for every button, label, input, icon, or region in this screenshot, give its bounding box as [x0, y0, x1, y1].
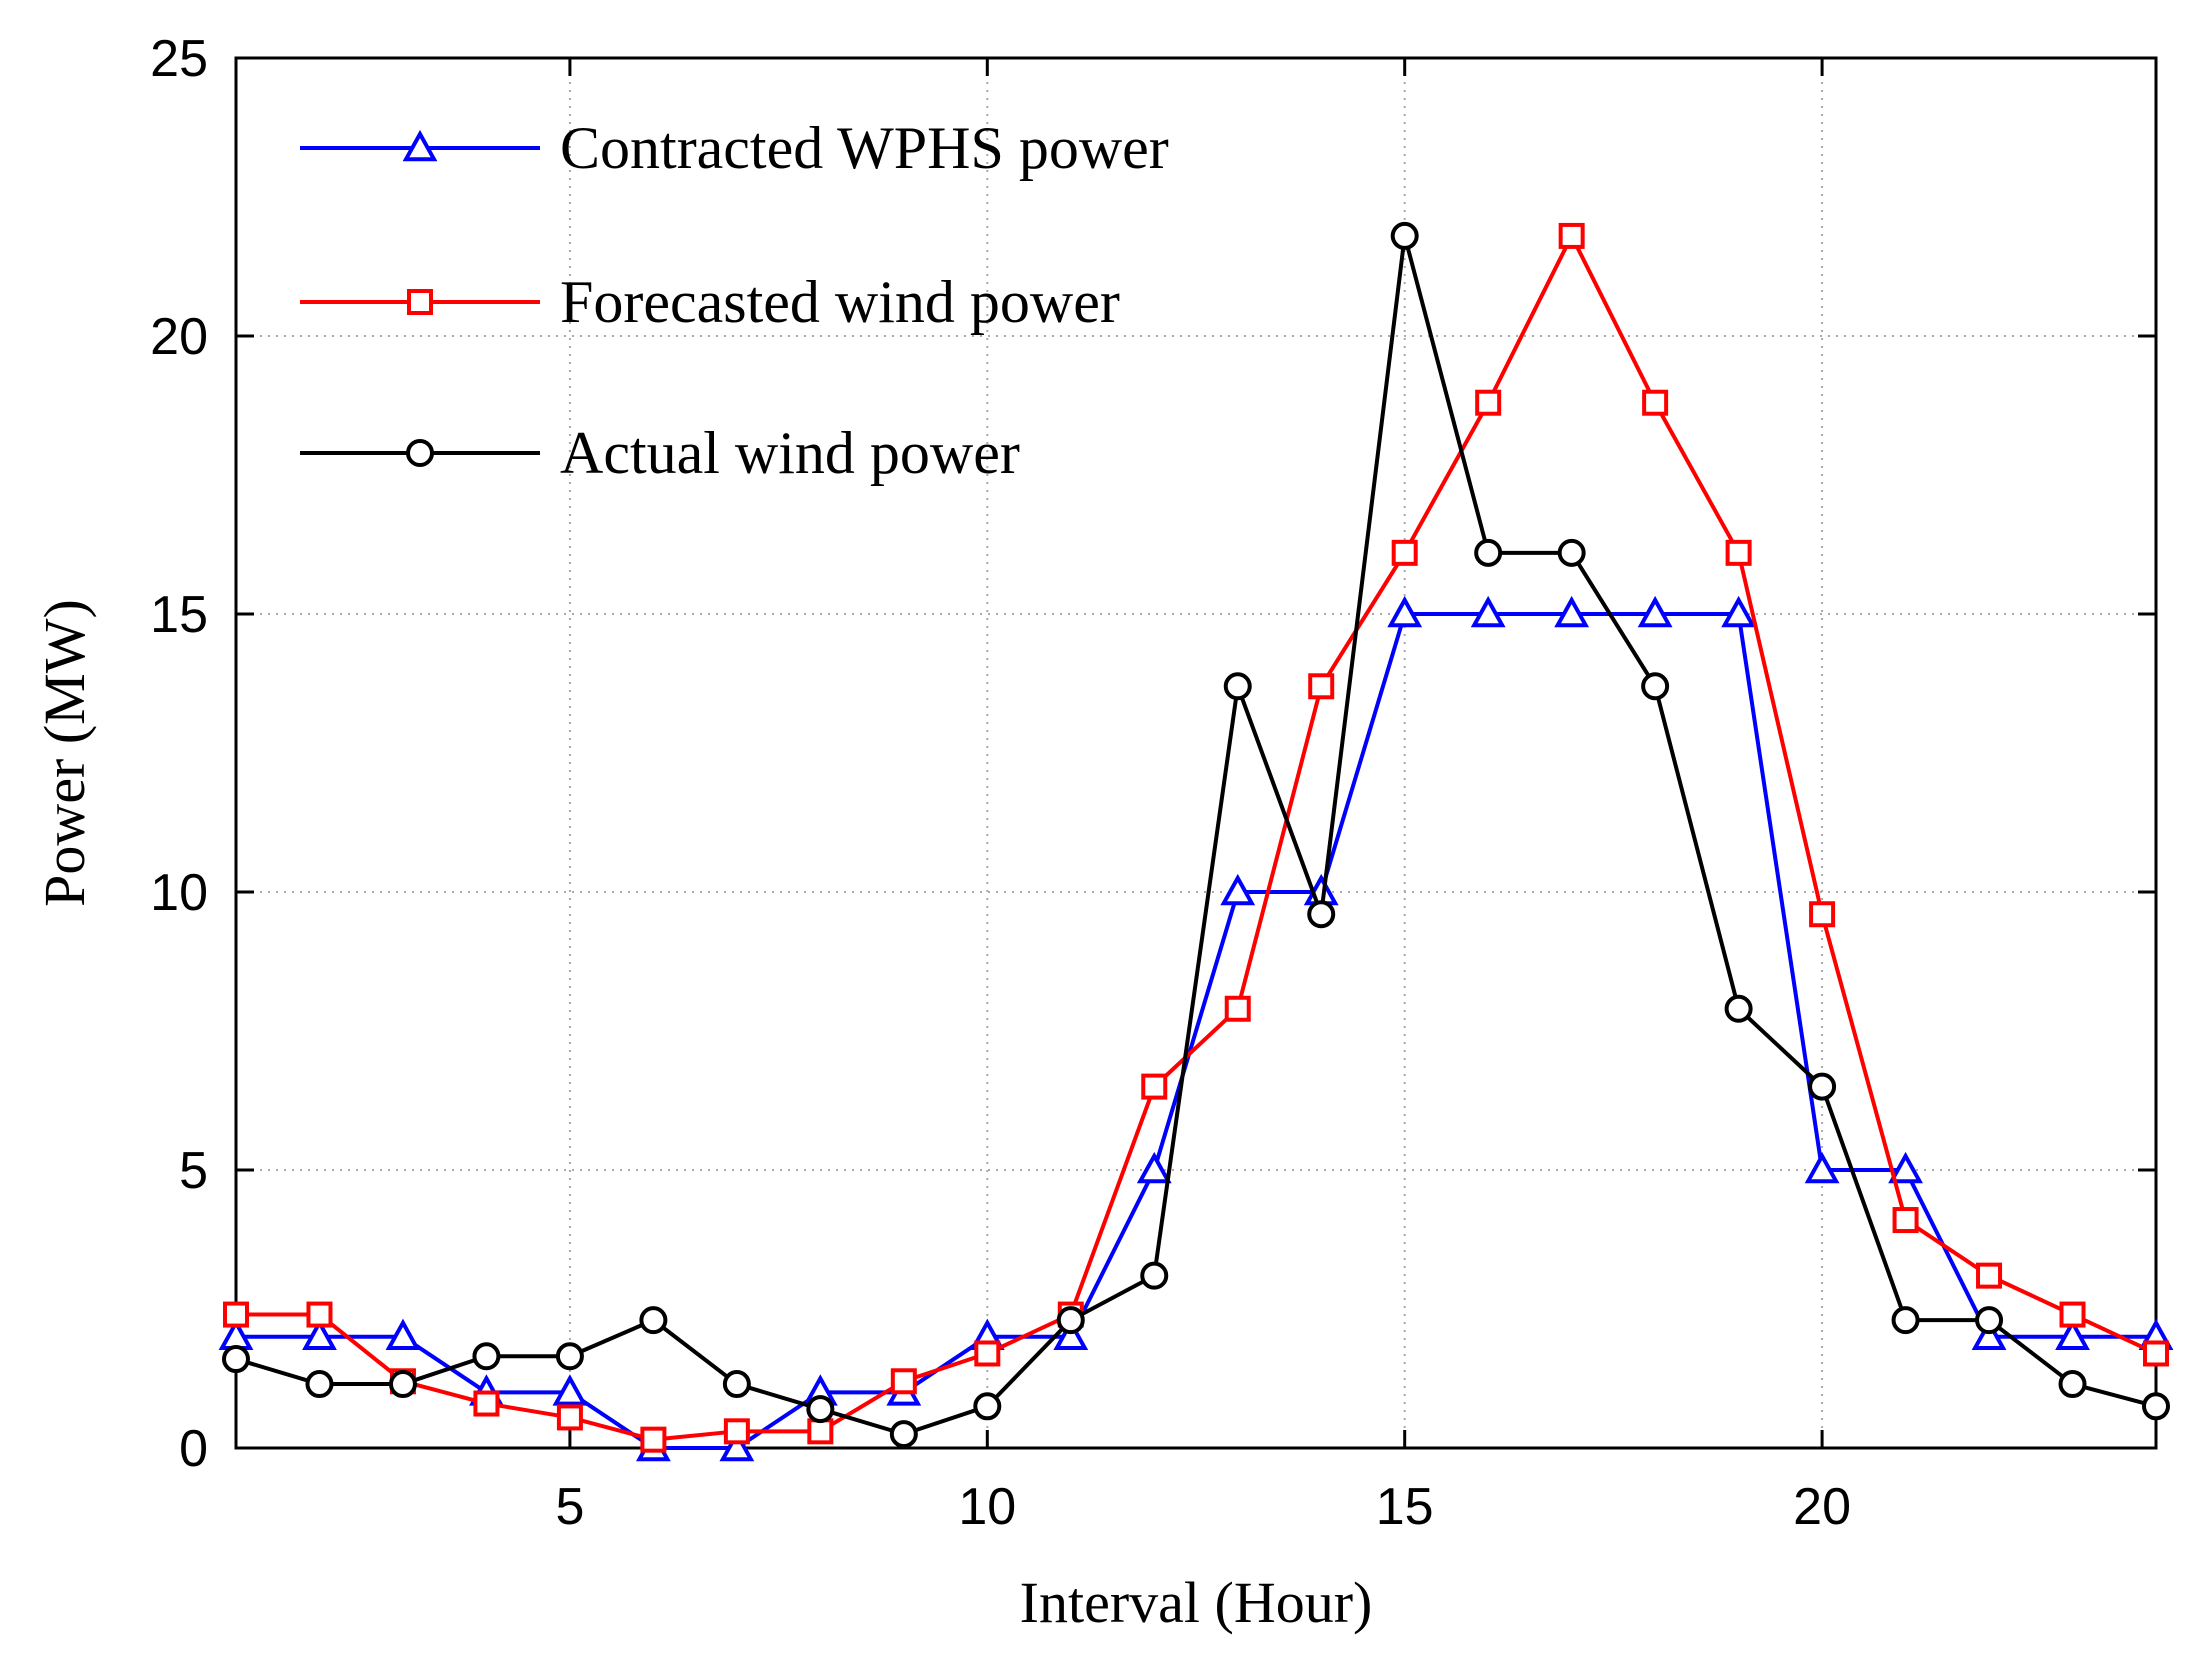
data-point-triangle	[1804, 1151, 1840, 1184]
data-point-triangle	[1888, 1151, 1923, 1184]
data-point-circle	[1474, 538, 1503, 567]
legend-item: Actual wind power	[300, 420, 1020, 486]
data-point-triangle	[302, 1318, 337, 1350]
data-point-triangle	[2055, 1318, 2090, 1350]
plot-area-frame	[234, 56, 2158, 1450]
series-group	[218, 221, 2174, 1462]
data-point-triangle	[1637, 595, 1673, 628]
legend-label: Forecasted wind power	[560, 269, 1120, 335]
data-point-circle	[973, 1392, 1002, 1421]
x-tick-label: 20	[1793, 1478, 1851, 1536]
data-point-square	[807, 1418, 834, 1445]
data-point-circle	[639, 1306, 668, 1335]
data-point-square	[556, 1404, 583, 1431]
data-point-square	[223, 1301, 249, 1328]
data-point-circle	[722, 1370, 751, 1399]
data-point-square	[2143, 1340, 2169, 1367]
data-point-square	[1391, 539, 1418, 566]
data-point-circle	[2058, 1370, 2087, 1399]
data-point-square	[640, 1426, 667, 1453]
y-tick-label: 5	[179, 1142, 208, 1200]
data-point-square	[723, 1418, 750, 1445]
data-point-circle	[1390, 221, 1419, 250]
y-tick-label: 25	[150, 30, 208, 88]
data-point-circle	[222, 1345, 250, 1374]
data-point-circle	[1891, 1306, 1920, 1335]
data-point-circle	[806, 1395, 835, 1424]
data-point-circle	[472, 1342, 501, 1371]
data-point-square	[1892, 1207, 1919, 1234]
y-axis-label: Power (MW)	[32, 599, 97, 907]
y-tick-label: 0	[179, 1420, 208, 1478]
legend-marker-circle	[406, 439, 434, 467]
data-point-circle	[1056, 1306, 1085, 1335]
data-point-circle	[2142, 1392, 2170, 1421]
data-point-triangle	[1470, 595, 1506, 628]
legend-marker-square	[407, 289, 433, 315]
data-point-triangle	[1721, 595, 1757, 628]
legend-item: Contracted WPHS power	[300, 115, 1169, 181]
grid	[236, 58, 2156, 1448]
data-point-triangle	[1136, 1151, 1172, 1184]
data-point-circle	[1808, 1072, 1837, 1101]
data-point-square	[1725, 539, 1752, 566]
legend-label: Contracted WPHS power	[560, 115, 1169, 181]
data-point-square	[890, 1368, 917, 1395]
data-point-square	[1308, 673, 1335, 700]
legend: Contracted WPHS power Forecasted wind pow…	[300, 115, 1169, 486]
data-point-square	[1141, 1073, 1168, 1100]
data-point-square	[306, 1301, 333, 1328]
y-tick-label: 20	[150, 308, 208, 366]
series-line	[236, 233, 2157, 1442]
data-point-square	[1224, 995, 1251, 1022]
data-point-square	[2059, 1301, 2086, 1328]
legend-marker-triangle	[402, 129, 438, 162]
data-point-circle	[1557, 538, 1586, 567]
data-point-circle	[555, 1342, 584, 1371]
data-point-triangle	[1053, 1318, 1089, 1350]
legend-item: Forecasted wind power	[300, 269, 1120, 335]
series-actual-wind-power	[222, 221, 2170, 1449]
x-tick-label: 10	[958, 1478, 1016, 1536]
series-contracted-wphs-power	[218, 595, 2174, 1462]
y-tick-label: 15	[150, 586, 208, 644]
data-point-circle	[1641, 672, 1670, 701]
x-tick-label: 15	[1376, 1478, 1434, 1536]
data-point-square	[473, 1390, 500, 1417]
axis-ticks: 5 10 15 20 0 5 10 15 20 25	[150, 30, 2156, 1536]
data-point-square	[1558, 222, 1585, 249]
data-point-square	[1976, 1262, 2003, 1289]
data-point-square	[974, 1340, 1001, 1367]
data-point-circle	[1223, 672, 1252, 701]
data-point-circle	[305, 1370, 334, 1399]
data-point-circle	[1975, 1306, 2004, 1335]
x-tick-label: 5	[555, 1478, 584, 1536]
data-point-triangle	[719, 1429, 755, 1462]
data-point-triangle	[1220, 873, 1256, 906]
data-point-circle	[1724, 994, 1753, 1023]
data-point-triangle	[1971, 1318, 2007, 1350]
data-point-square	[1809, 901, 1836, 928]
legend-label: Actual wind power	[560, 420, 1020, 486]
data-point-square	[1475, 389, 1502, 416]
data-point-circle	[388, 1370, 417, 1399]
series-line	[236, 612, 2156, 1450]
data-point-circle	[889, 1420, 918, 1449]
data-point-triangle	[1387, 595, 1423, 628]
data-point-circle	[1307, 900, 1336, 929]
series-line	[235, 233, 2157, 1437]
data-point-triangle	[552, 1374, 588, 1406]
data-point-triangle	[385, 1318, 421, 1350]
y-tick-label: 10	[150, 864, 208, 922]
data-point-triangle	[1554, 595, 1590, 628]
data-point-circle	[1140, 1261, 1169, 1290]
series-forecasted-wind-power	[223, 222, 2169, 1453]
x-axis-label: Interval (Hour)	[1020, 1570, 1373, 1635]
data-point-square	[1642, 389, 1669, 416]
